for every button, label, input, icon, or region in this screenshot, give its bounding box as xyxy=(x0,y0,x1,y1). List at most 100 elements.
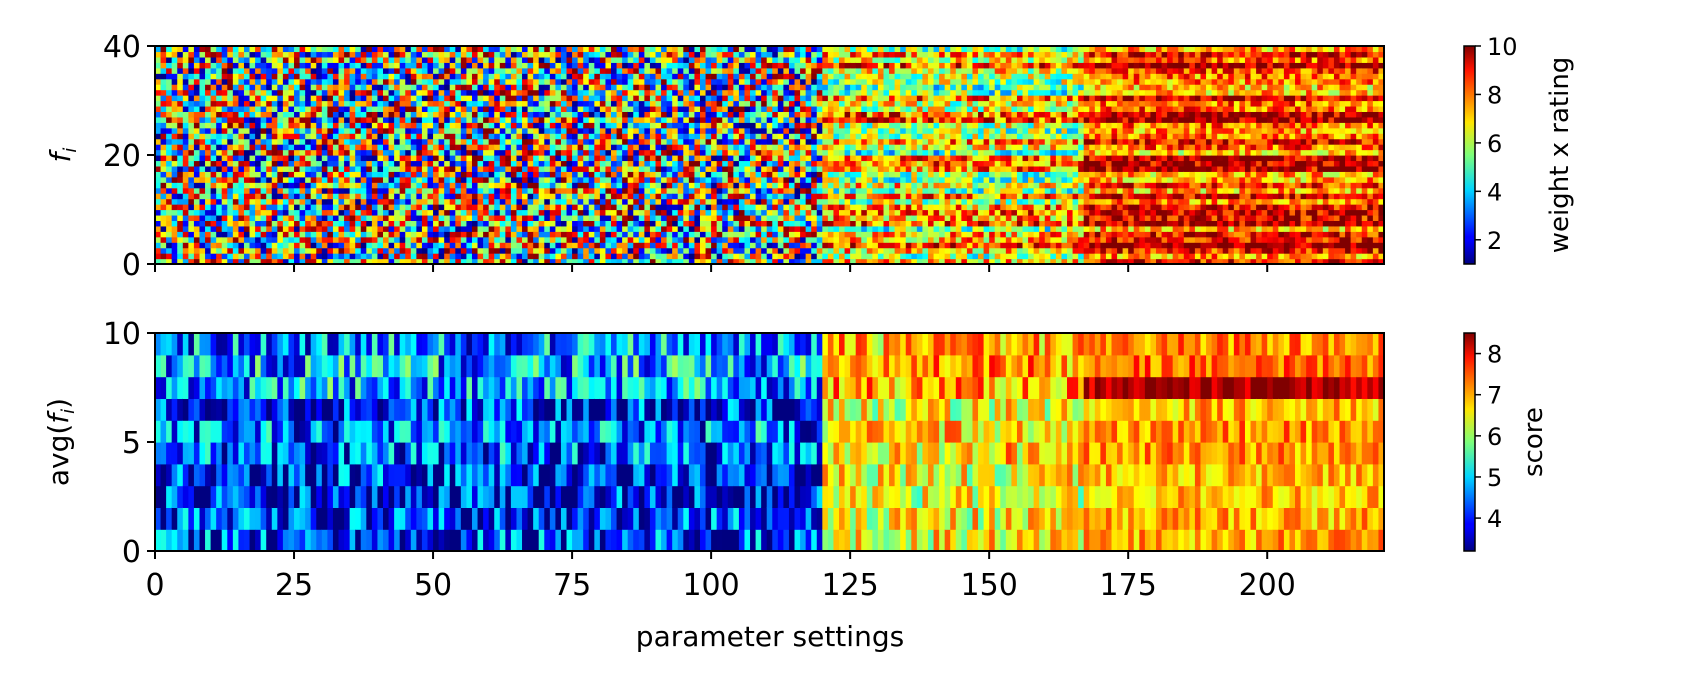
heatmap-cell xyxy=(811,253,818,260)
heatmap-cell xyxy=(622,209,629,216)
heatmap-cell xyxy=(199,111,206,118)
heatmap-cell xyxy=(744,171,751,178)
heatmap-cell xyxy=(405,242,412,249)
heatmap-cell xyxy=(544,204,551,211)
heatmap-cell xyxy=(572,56,579,63)
heatmap-cell xyxy=(738,116,746,123)
heatmap-cell xyxy=(227,149,234,156)
heatmap-cell xyxy=(449,225,456,232)
heatmap-cell xyxy=(616,155,623,162)
heatmap-cell xyxy=(510,204,518,211)
heatmap-cell xyxy=(421,209,429,216)
heatmap-cell xyxy=(655,165,662,172)
heatmap-cell xyxy=(605,73,612,80)
heatmap-cell xyxy=(216,56,223,63)
heatmap-cell xyxy=(533,138,540,145)
heatmap-cell xyxy=(666,62,673,69)
heatmap-cell xyxy=(800,105,807,112)
heatmap-cell xyxy=(166,220,173,227)
heatmap-cell xyxy=(427,182,434,189)
heatmap-cell xyxy=(722,171,729,178)
heatmap-cell xyxy=(377,62,384,69)
heatmap-cell xyxy=(305,116,312,123)
heatmap-cell xyxy=(471,111,479,118)
heatmap-cell xyxy=(839,193,846,200)
heatmap-cell xyxy=(788,242,796,249)
heatmap-cell xyxy=(599,127,607,134)
heatmap-cell xyxy=(599,198,607,205)
heatmap-cell xyxy=(488,89,495,96)
heatmap-cell xyxy=(316,187,323,194)
heatmap-cell xyxy=(294,236,301,243)
heatmap-cell xyxy=(839,253,846,260)
heatmap-cell xyxy=(599,51,607,58)
heatmap-cell xyxy=(499,116,506,123)
heatmap-cell xyxy=(221,133,228,140)
heatmap-cell xyxy=(533,105,540,112)
heatmap-cell xyxy=(405,67,412,74)
heatmap-cell xyxy=(488,231,495,238)
heatmap-cell xyxy=(688,100,696,107)
heatmap-cell xyxy=(377,149,384,156)
heatmap-cell xyxy=(560,155,568,162)
heatmap-cell xyxy=(805,220,812,227)
heatmap-cell xyxy=(460,176,468,183)
heatmap-cell xyxy=(661,220,668,227)
heatmap-cell xyxy=(449,187,456,194)
heatmap-cell xyxy=(677,155,684,162)
heatmap-cell xyxy=(616,193,623,200)
heatmap-cell xyxy=(377,73,384,80)
heatmap-cell xyxy=(538,111,545,118)
heatmap-cell xyxy=(238,95,245,102)
heatmap-cell xyxy=(822,46,829,53)
heatmap-cell xyxy=(722,46,729,53)
heatmap-cell xyxy=(811,144,818,151)
heatmap-cell xyxy=(299,51,306,58)
heatmap-cell xyxy=(316,225,323,232)
heatmap-cell xyxy=(210,116,217,123)
heatmap-cell xyxy=(310,56,317,63)
heatmap-cell xyxy=(788,236,796,243)
heatmap-cell xyxy=(538,204,545,211)
heatmap-cell xyxy=(177,127,184,134)
heatmap-cell xyxy=(310,46,317,53)
heatmap-cell xyxy=(744,225,751,232)
heatmap-cell xyxy=(271,67,278,74)
heatmap-cell xyxy=(471,214,479,221)
heatmap-cell xyxy=(355,171,362,178)
heatmap-cell xyxy=(644,144,651,151)
heatmap-cell xyxy=(349,89,356,96)
heatmap-cell xyxy=(505,78,512,85)
heatmap-cell xyxy=(466,127,473,134)
heatmap-cell xyxy=(416,220,423,227)
heatmap-cell xyxy=(249,209,256,216)
heatmap-cell xyxy=(716,220,723,227)
heatmap-cell xyxy=(577,122,584,129)
heatmap-cell xyxy=(338,122,345,129)
heatmap-cell xyxy=(622,204,629,211)
heatmap-cell xyxy=(394,62,401,69)
heatmap-cell xyxy=(527,84,534,91)
heatmap-cell xyxy=(672,144,679,151)
heatmap-cell xyxy=(232,209,240,216)
heatmap-cell xyxy=(711,193,718,200)
heatmap-cell xyxy=(360,116,367,123)
heatmap-cell xyxy=(360,258,367,265)
heatmap-cell xyxy=(182,100,189,107)
heatmap-cell xyxy=(249,193,256,200)
heatmap-cell xyxy=(177,253,184,260)
heatmap-cell xyxy=(371,78,379,85)
heatmap-cell xyxy=(699,176,707,183)
heatmap-cell xyxy=(616,242,623,249)
heatmap-cell xyxy=(683,198,690,205)
heatmap-cell xyxy=(666,116,673,123)
heatmap-cell xyxy=(394,133,401,140)
heatmap-cell xyxy=(622,193,629,200)
heatmap-cell xyxy=(566,176,573,183)
heatmap-cell xyxy=(460,116,468,123)
heatmap-cell xyxy=(727,225,734,232)
heatmap-cell xyxy=(399,133,406,140)
heatmap-cell xyxy=(277,253,284,260)
heatmap-cell xyxy=(399,149,406,156)
heatmap-cell xyxy=(210,111,217,118)
